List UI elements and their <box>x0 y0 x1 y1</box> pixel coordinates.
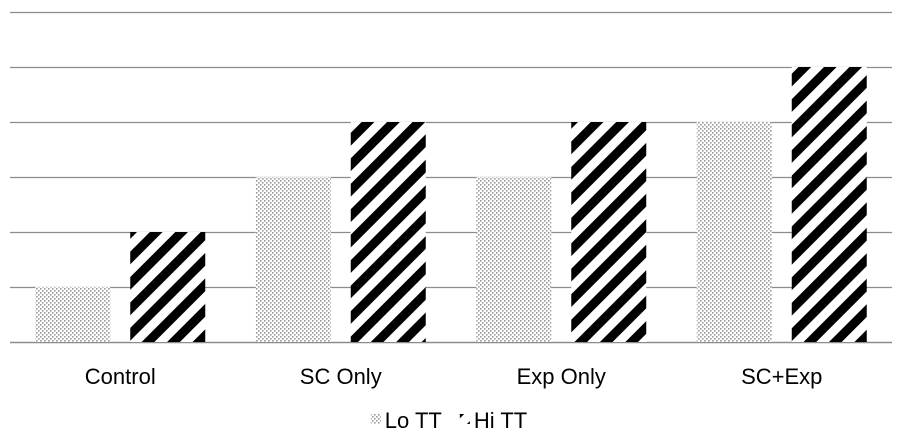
legend-swatch-hi-tt <box>459 414 470 424</box>
bar-lo-tt-sc-exp <box>696 122 772 342</box>
legend-swatch-lo-tt <box>370 414 381 424</box>
bar-hi-tt-sc-exp <box>791 67 867 342</box>
x-tick-label: SC+Exp <box>741 364 822 389</box>
bars <box>35 67 867 342</box>
x-tick-label: SC Only <box>300 364 382 389</box>
legend-label: Lo TT <box>385 408 442 433</box>
legend-label: Hi TT <box>474 408 527 433</box>
x-tick-label: Exp Only <box>517 364 606 389</box>
x-tick-label: Control <box>85 364 156 389</box>
bar-hi-tt-control <box>130 232 206 342</box>
bar-lo-tt-exp-only <box>476 177 552 342</box>
bar-lo-tt-control <box>35 287 111 342</box>
bar-hi-tt-exp-only <box>571 122 647 342</box>
x-axis-labels: Control SC Only Exp Only SC+Exp <box>85 364 823 389</box>
legend: Lo TT Hi TT <box>370 408 527 433</box>
bar-lo-tt-sc-only <box>255 177 331 342</box>
bar-hi-tt-sc-only <box>350 122 426 342</box>
